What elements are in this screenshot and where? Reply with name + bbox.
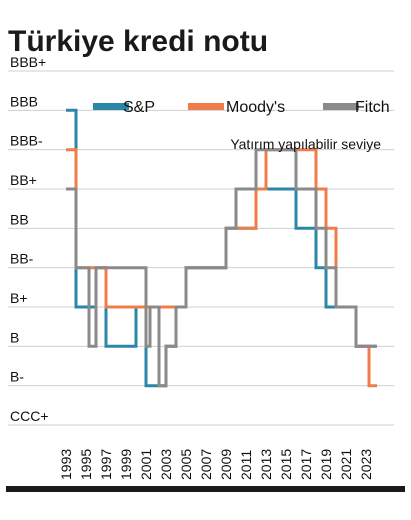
y-tick-label: BB- bbox=[10, 251, 34, 267]
legend-label-moodys: Moody's bbox=[226, 99, 285, 116]
x-tick-label: 2007 bbox=[198, 449, 214, 480]
x-tick-label: 1995 bbox=[78, 449, 94, 480]
series-line-fitch bbox=[66, 148, 377, 388]
y-tick-label: B- bbox=[10, 369, 24, 385]
chart-title: Türkiye kredi notu bbox=[8, 25, 268, 58]
y-tick-label: BB bbox=[10, 211, 29, 227]
x-tick-label: 1993 bbox=[58, 449, 74, 480]
x-tick-label: 1997 bbox=[98, 449, 114, 480]
x-axis: 1993 1995 1997 1999 2001 2003 2005 2007 2009 2011… bbox=[58, 449, 374, 480]
y-tick-label: CCC+ bbox=[10, 408, 49, 424]
x-tick-label: 2017 bbox=[298, 449, 314, 480]
y-tick-label: B bbox=[10, 329, 19, 345]
x-tick-label: 1999 bbox=[118, 449, 134, 480]
legend-swatch-sp bbox=[93, 103, 129, 110]
x-tick-label: 2013 bbox=[258, 449, 274, 480]
y-tick-label: BBB+ bbox=[10, 54, 46, 70]
y-tick-label: BBB- bbox=[10, 133, 43, 149]
x-tick-label: 2023 bbox=[358, 449, 374, 480]
y-tick-label: BBB bbox=[10, 93, 38, 109]
bottom-rule bbox=[6, 486, 405, 492]
legend-swatch-moodys bbox=[188, 103, 224, 110]
legend-swatch-fitch bbox=[323, 103, 359, 110]
legend-label-sp: S&P bbox=[123, 99, 155, 116]
x-tick-label: 2021 bbox=[338, 449, 354, 480]
investment-grade-annotation: Yatırım yapılabilir seviye bbox=[230, 136, 381, 152]
y-tick-label: B+ bbox=[10, 290, 28, 306]
legend: S&P Moody's Fitch bbox=[93, 99, 390, 116]
x-tick-label: 2003 bbox=[158, 449, 174, 480]
x-tick-label: 2015 bbox=[278, 449, 294, 480]
series-lines bbox=[66, 108, 377, 388]
x-tick-label: 2011 bbox=[238, 450, 254, 480]
x-tick-label: 2019 bbox=[318, 449, 334, 480]
x-tick-label: 2005 bbox=[178, 449, 194, 480]
y-tick-label: BB+ bbox=[10, 172, 37, 188]
x-tick-label: 2001 bbox=[138, 449, 154, 480]
x-tick-label: 2009 bbox=[218, 449, 234, 480]
legend-label-fitch: Fitch bbox=[355, 99, 390, 116]
